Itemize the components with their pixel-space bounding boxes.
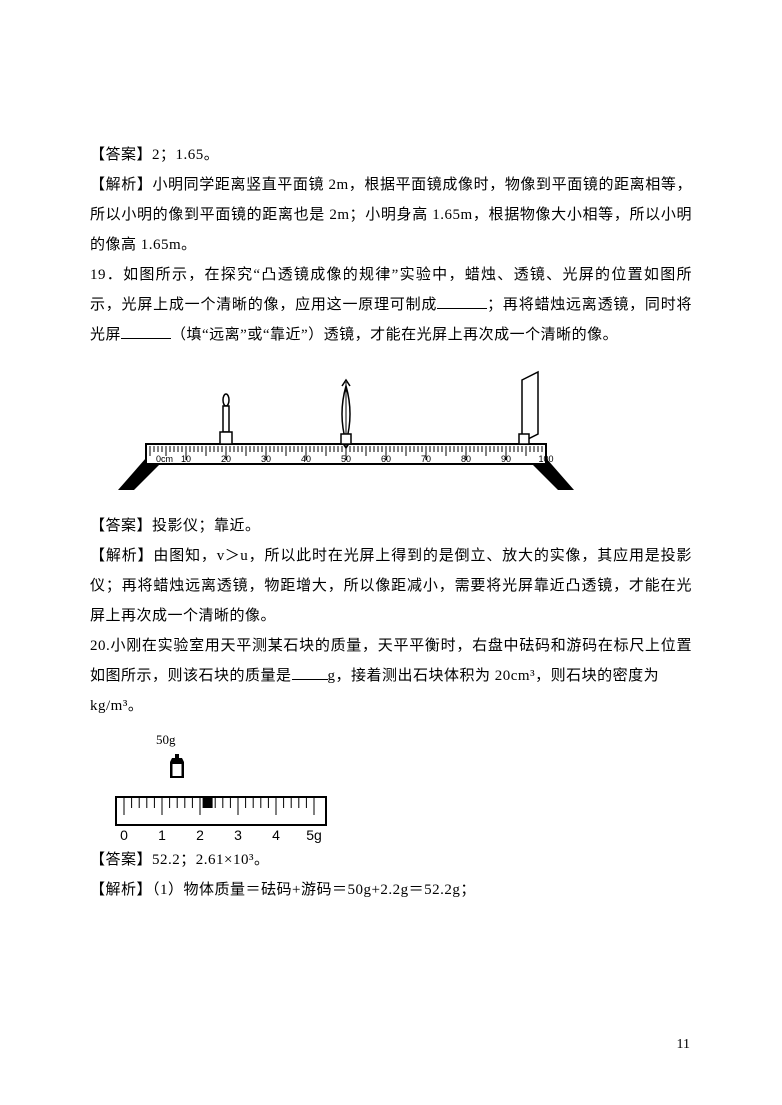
answer-label: 【答案】 bbox=[90, 852, 152, 868]
q20-stem: 20.小刚在实验室用天平测某石块的质量，天平平衡时，右盘中砝码和游码在标尺上位置… bbox=[90, 631, 692, 691]
svg-text:5g: 5g bbox=[306, 827, 322, 843]
blank-1 bbox=[437, 293, 487, 309]
q20-explain: 【解析】（1）物体质量＝砝码+游码＝50g+2.2g＝52.2g； bbox=[90, 875, 692, 905]
explain-text: 由图知，v＞u，所以此时在光屏上得到的是倒立、放大的实像，其应用是投影仪；再将蜡… bbox=[90, 548, 692, 624]
q20-stem-line2: kg/m³。 bbox=[90, 691, 692, 721]
blank-3 bbox=[292, 664, 328, 680]
svg-text:10: 10 bbox=[181, 454, 191, 464]
svg-text:2: 2 bbox=[196, 827, 204, 843]
q18-answer: 【答案】2；1.65。 bbox=[90, 140, 692, 170]
answer-label: 【答案】 bbox=[90, 518, 152, 534]
page-number: 11 bbox=[677, 1037, 690, 1053]
q20-stem-c: kg/m³。 bbox=[90, 698, 143, 714]
lens-icon bbox=[341, 380, 351, 448]
svg-text:40: 40 bbox=[301, 454, 311, 464]
candle-icon bbox=[220, 394, 232, 444]
q19-figure: 10 20 30 40 50 60 70 80 90 100 0cm bbox=[90, 358, 692, 507]
q19-stem: 19．如图所示，在探究“凸透镜成像的规律”实验中，蜡烛、透镜、光屏的位置如图所示… bbox=[90, 260, 692, 350]
svg-text:0: 0 bbox=[120, 827, 128, 843]
q19-stem-c: （填“远离”或“靠近”）透镜，才能在光屏上再次成一个清晰的像。 bbox=[171, 327, 618, 343]
svg-text:3: 3 bbox=[234, 827, 242, 843]
svg-text:50: 50 bbox=[341, 454, 351, 464]
q20-figure: 50g 0 1 2 3 4 5g bbox=[114, 727, 692, 843]
svg-text:0cm: 0cm bbox=[156, 454, 173, 464]
q20-number: 20. bbox=[90, 638, 110, 654]
q19-answer: 【答案】投影仪；靠近。 bbox=[90, 511, 692, 541]
svg-text:70: 70 bbox=[421, 454, 431, 464]
page-content: 【答案】2；1.65。 【解析】小明同学距离竖直平面镜 2m，根据平面镜成像时，… bbox=[0, 0, 782, 945]
screen-icon bbox=[519, 372, 538, 444]
answer-label: 【答案】 bbox=[90, 147, 152, 163]
answer-text: 52.2；2.61×10³。 bbox=[152, 852, 269, 868]
weight-label: 50g bbox=[156, 727, 692, 753]
answer-text: 投影仪；靠近。 bbox=[152, 518, 261, 534]
q19-number: 19． bbox=[90, 267, 123, 283]
svg-text:90: 90 bbox=[501, 454, 511, 464]
answer-text: 2；1.65。 bbox=[152, 147, 219, 163]
explain-text: 小明同学距离竖直平面镜 2m，根据平面镜成像时，物像到平面镜的距离相等，所以小明… bbox=[90, 177, 692, 253]
q18-explain: 【解析】小明同学距离竖直平面镜 2m，根据平面镜成像时，物像到平面镜的距离相等，… bbox=[90, 170, 692, 260]
q20-answer: 【答案】52.2；2.61×10³。 bbox=[90, 845, 692, 875]
q19-explain: 【解析】由图知，v＞u，所以此时在光屏上得到的是倒立、放大的实像，其应用是投影仪… bbox=[90, 541, 692, 631]
svg-text:1: 1 bbox=[158, 827, 166, 843]
ruler-svg: 0 1 2 3 4 5g bbox=[114, 795, 329, 843]
optical-bench-svg: 10 20 30 40 50 60 70 80 90 100 0cm bbox=[106, 362, 586, 492]
blank-2 bbox=[121, 323, 171, 339]
q20-stem-b: g，接着测出石块体积为 20cm³，则石块的密度为 bbox=[328, 668, 660, 684]
svg-text:80: 80 bbox=[461, 454, 471, 464]
svg-text:20: 20 bbox=[221, 454, 231, 464]
svg-text:4: 4 bbox=[272, 827, 280, 843]
explain-label: 【解析】 bbox=[90, 177, 152, 193]
svg-text:100: 100 bbox=[538, 454, 553, 464]
explain-label: 【解析】 bbox=[90, 882, 152, 898]
svg-text:60: 60 bbox=[381, 454, 391, 464]
rider-icon bbox=[203, 798, 213, 808]
explain-text: （1）物体质量＝砝码+游码＝50g+2.2g＝52.2g； bbox=[152, 882, 476, 898]
weight-icon bbox=[164, 753, 190, 781]
explain-label: 【解析】 bbox=[90, 548, 153, 564]
svg-text:30: 30 bbox=[261, 454, 271, 464]
